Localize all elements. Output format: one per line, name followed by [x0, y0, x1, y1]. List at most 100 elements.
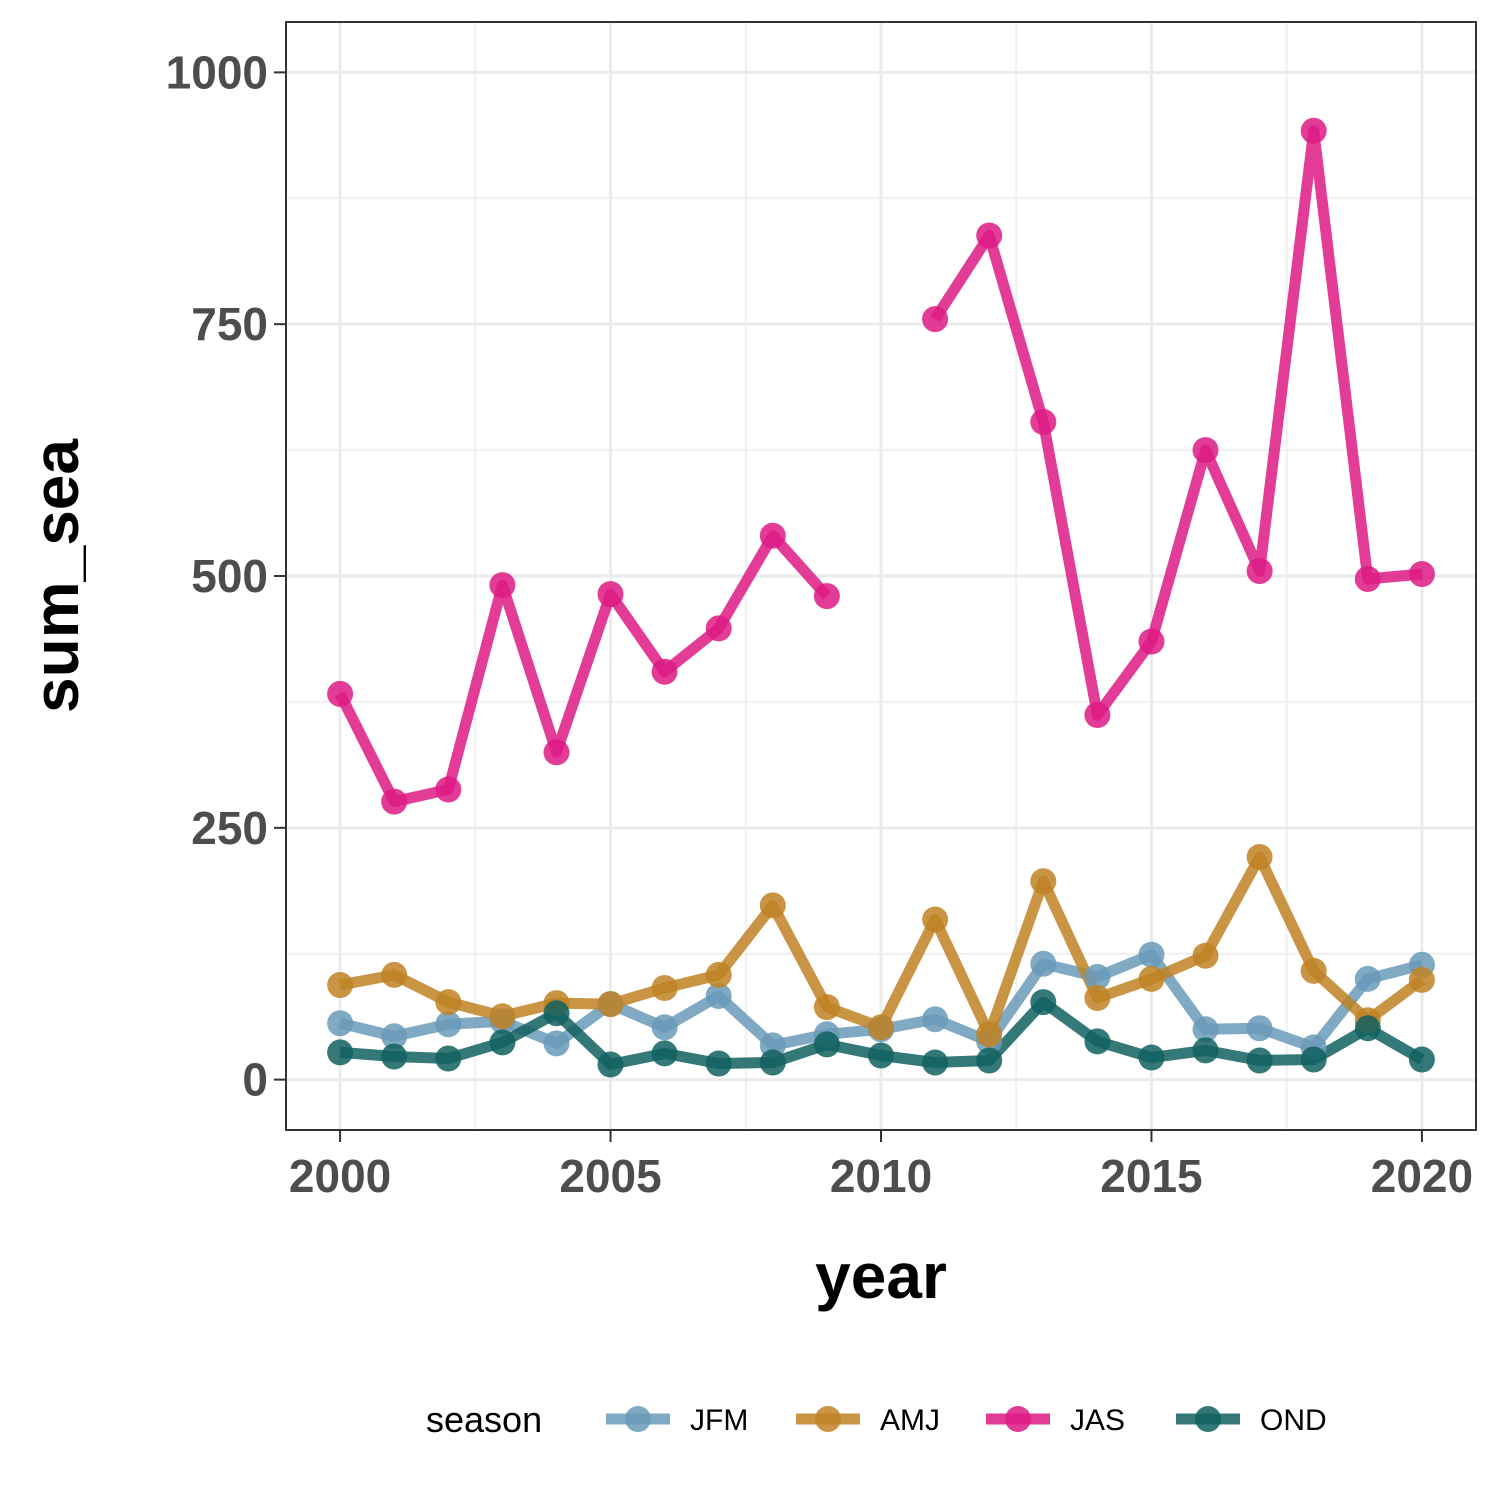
data-point-amj — [922, 906, 949, 933]
y-tick-label: 250 — [191, 802, 268, 854]
data-point-amj — [759, 892, 786, 919]
data-point-amj — [327, 972, 354, 998]
data-point-amj — [1246, 844, 1273, 870]
x-tick-label: 2020 — [1371, 1150, 1473, 1202]
data-point-jas — [651, 658, 678, 685]
data-point-ond — [435, 1045, 462, 1072]
data-point-jas — [759, 522, 786, 549]
data-point-ond — [1408, 1046, 1435, 1073]
legend-key-point-jfm — [625, 1406, 651, 1432]
data-point-amj — [813, 994, 840, 1021]
data-point-ond — [543, 1000, 570, 1027]
legend-label-amj: AMJ — [880, 1404, 940, 1437]
y-tick-label: 750 — [191, 298, 268, 350]
data-point-jfm — [651, 1014, 678, 1041]
data-point-jas — [597, 581, 624, 608]
data-point-jfm — [1192, 1016, 1219, 1043]
x-tick-label: 2005 — [559, 1150, 661, 1202]
x-tick-label: 2010 — [830, 1150, 932, 1202]
data-point-ond — [327, 1039, 354, 1066]
series-line-jas — [930, 125, 1423, 721]
data-point-jfm — [705, 983, 732, 1009]
data-point-ond — [1030, 989, 1057, 1016]
legend-label-jas: JAS — [1070, 1404, 1125, 1437]
data-point-ond — [705, 1050, 732, 1077]
x-axis-title: year — [815, 1240, 947, 1312]
data-point-jas — [1408, 561, 1435, 587]
data-point-amj — [381, 961, 408, 988]
data-point-jas — [976, 222, 1003, 249]
legend-label-jfm: JFM — [690, 1404, 748, 1437]
data-point-amj — [1030, 868, 1057, 895]
x-tick-label: 2000 — [289, 1150, 391, 1202]
data-point-jas — [1192, 437, 1219, 464]
data-point-ond — [381, 1043, 408, 1070]
data-point-ond — [651, 1040, 678, 1067]
y-axis-title: sum_sea — [20, 439, 92, 713]
data-point-amj — [1300, 957, 1327, 984]
data-point-jas — [705, 615, 732, 642]
data-point-ond — [868, 1042, 894, 1069]
legend-key-point-ond — [1195, 1406, 1221, 1432]
series-points — [327, 117, 1435, 1078]
data-point-jas — [381, 788, 408, 815]
data-point-jfm — [1084, 963, 1111, 990]
data-point-jas — [1138, 628, 1165, 655]
axes: 2000 2005 2010 2015 2020 0 250 500 750 1000 — [166, 46, 1473, 1202]
data-point-jas — [435, 776, 462, 803]
data-point-ond — [597, 1051, 624, 1078]
data-point-jas — [922, 306, 949, 333]
data-point-jfm — [435, 1011, 462, 1038]
data-point-amj — [976, 1021, 1003, 1048]
data-point-jfm — [543, 1030, 570, 1057]
legend-label-ond: OND — [1260, 1404, 1327, 1437]
data-point-jas — [813, 583, 840, 610]
legend-key-point-jas — [1005, 1406, 1031, 1432]
data-point-jas — [1246, 558, 1273, 584]
data-point-jas — [543, 739, 570, 766]
y-tick-label: 1000 — [166, 46, 268, 98]
data-point-jas — [1300, 117, 1327, 144]
data-point-ond — [1300, 1046, 1327, 1073]
data-point-amj — [1084, 985, 1111, 1011]
data-point-amj — [1138, 965, 1165, 992]
series-line-jas — [335, 530, 831, 808]
data-point-amj — [597, 991, 624, 1018]
data-point-ond — [976, 1047, 1003, 1074]
data-point-ond — [1138, 1044, 1165, 1071]
data-point-jas — [1084, 702, 1111, 728]
data-point-jfm — [381, 1023, 408, 1050]
data-point-jfm — [1138, 941, 1165, 968]
data-point-ond — [489, 1029, 516, 1056]
data-point-amj — [705, 961, 732, 988]
data-point-amj — [651, 975, 678, 1001]
legend: season JFM AMJ JAS OND — [426, 1399, 1327, 1440]
data-point-ond — [1354, 1015, 1381, 1042]
data-point-jas — [1030, 408, 1057, 435]
legend-key-point-amj — [815, 1406, 841, 1432]
data-point-jfm — [327, 1010, 354, 1037]
data-point-amj — [1408, 966, 1435, 993]
data-point-ond — [759, 1049, 786, 1076]
data-point-ond — [922, 1049, 949, 1076]
y-tick-label: 0 — [242, 1054, 268, 1106]
data-point-ond — [813, 1031, 840, 1058]
data-point-amj — [1192, 942, 1219, 969]
data-point-jas — [489, 572, 516, 599]
data-point-jfm — [922, 1006, 949, 1033]
data-point-jfm — [1246, 1015, 1273, 1042]
data-point-amj — [868, 1014, 894, 1041]
data-point-ond — [1084, 1028, 1111, 1055]
data-point-amj — [435, 989, 462, 1016]
data-point-jas — [1354, 566, 1381, 592]
grid-lines — [286, 22, 1476, 1130]
data-point-jfm — [1354, 965, 1381, 992]
data-point-jfm — [1030, 950, 1057, 977]
y-tick-label: 500 — [191, 550, 268, 602]
data-point-ond — [1192, 1037, 1219, 1064]
data-point-amj — [489, 1003, 516, 1030]
legend-title: season — [426, 1399, 542, 1440]
data-point-jas — [327, 680, 354, 707]
x-tick-label: 2015 — [1100, 1150, 1202, 1202]
